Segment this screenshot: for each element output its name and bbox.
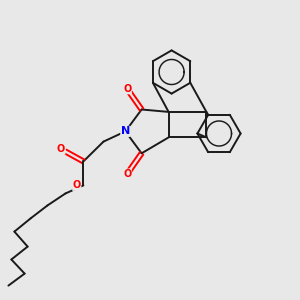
Text: O: O — [73, 180, 81, 190]
Text: N: N — [121, 126, 130, 136]
Text: O: O — [57, 144, 65, 154]
Text: O: O — [123, 84, 131, 94]
Text: O: O — [123, 169, 131, 179]
